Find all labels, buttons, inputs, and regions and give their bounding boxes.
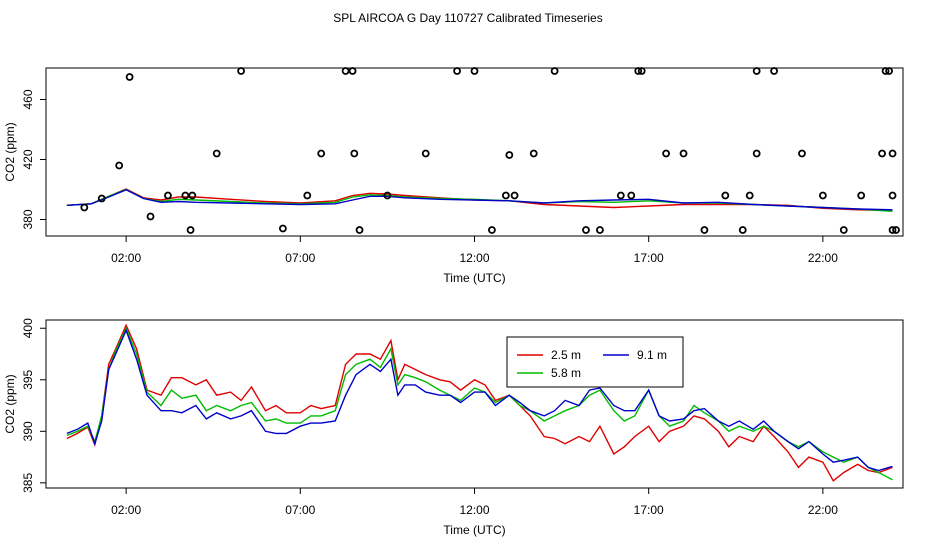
y-tick-label: 380 xyxy=(21,209,35,229)
x-tick-label: 12:00 xyxy=(459,251,489,265)
series-line-2-5-m xyxy=(66,188,893,212)
flagged-point xyxy=(679,149,688,158)
flagged-point xyxy=(596,226,604,234)
flagged-point xyxy=(634,67,643,75)
x-tick-label: 07:00 xyxy=(285,251,315,265)
flagged-point xyxy=(348,67,357,75)
y-tick-label: 390 xyxy=(21,421,35,441)
legend-label: 2.5 m xyxy=(551,348,581,362)
series-line-2-5-m xyxy=(66,323,893,482)
flagged-point xyxy=(881,67,890,75)
flagged-point xyxy=(798,149,806,158)
flagged-point xyxy=(80,203,89,212)
flagged-point xyxy=(505,151,514,159)
flagged-point xyxy=(885,67,893,75)
flagged-point xyxy=(181,191,190,200)
legend-box xyxy=(506,336,684,388)
flagged-point xyxy=(97,194,106,203)
flagged-point xyxy=(637,67,646,75)
flagged-point xyxy=(892,226,900,234)
flagged-point xyxy=(341,67,350,75)
y-axis-label: CO2 (ppm) xyxy=(3,374,17,433)
flagged-point xyxy=(627,191,636,200)
flagged-point xyxy=(146,212,155,221)
y-tick-label: 400 xyxy=(21,318,35,338)
flagged-point xyxy=(857,191,866,200)
plot-frame xyxy=(45,319,904,489)
flagged-point xyxy=(237,67,245,75)
flagged-point xyxy=(115,161,124,170)
flagged-point xyxy=(818,191,827,200)
legend-label: 5.8 m xyxy=(551,366,581,380)
flagged-point xyxy=(878,149,886,158)
plot-frame xyxy=(45,67,904,237)
flagged-point xyxy=(752,67,761,75)
bottom-panel: 02:00 07:00 12:00 17:00 22:00 385 390 395 400 Tim… xyxy=(3,318,904,537)
flagged-point xyxy=(752,149,761,158)
flagged-point xyxy=(350,149,359,158)
flagged-point xyxy=(721,191,730,200)
x-tick-label: 17:00 xyxy=(634,251,664,265)
y-axis-label: CO2 (ppm) xyxy=(3,122,17,181)
top-panel: 02:00 07:00 12:00 17:00 22:00 380 420 460 Time (… xyxy=(3,67,904,285)
flagged-point xyxy=(186,226,195,234)
flagged-point xyxy=(770,67,779,75)
flagged-point xyxy=(125,73,134,81)
x-tick-label: 22:00 xyxy=(808,503,838,517)
flagged-point xyxy=(529,149,538,158)
x-axis-label: Time (UTC) xyxy=(443,271,505,285)
chart-title: SPL AIRCOA G Day 110727 Calibrated Times… xyxy=(333,11,602,25)
flagged-point xyxy=(278,224,287,233)
flagged-point xyxy=(839,226,848,234)
flagged-point xyxy=(470,67,479,75)
flagged-point xyxy=(453,67,461,75)
flagged-point xyxy=(421,149,430,158)
flagged-point xyxy=(550,67,559,75)
flagged-point xyxy=(888,226,897,234)
flagged-point xyxy=(188,191,197,200)
x-tick-label: 02:00 xyxy=(111,503,141,517)
series-line-9-1-m xyxy=(66,328,893,472)
flagged-point xyxy=(383,191,392,200)
flagged-point xyxy=(616,191,625,200)
x-tick-label: 07:00 xyxy=(285,503,315,517)
flagged-point xyxy=(582,226,590,234)
flagged-point xyxy=(738,226,747,234)
x-tick-label: 12:00 xyxy=(459,503,489,517)
x-tick-label: 02:00 xyxy=(111,251,141,265)
flagged-point xyxy=(888,149,897,158)
y-tick-label: 460 xyxy=(21,89,35,109)
y-tick-label: 395 xyxy=(21,369,35,389)
legend-label: 9.1 m xyxy=(637,348,667,362)
flagged-point xyxy=(164,191,172,200)
y-tick-label: 385 xyxy=(21,473,35,493)
x-axis-label: Time (UTC) xyxy=(443,523,505,537)
flagged-point xyxy=(501,191,510,200)
series-line-9-1-m xyxy=(66,189,893,211)
flagged-point xyxy=(303,191,312,200)
flagged-point xyxy=(700,226,709,234)
x-tick-label: 22:00 xyxy=(808,251,838,265)
series-line-5-8-m xyxy=(66,326,893,481)
flagged-point xyxy=(488,226,496,234)
flagged-point xyxy=(212,149,221,158)
flagged-point xyxy=(317,149,326,158)
y-tick-label: 420 xyxy=(21,149,35,169)
x-tick-label: 17:00 xyxy=(634,503,664,517)
flagged-point xyxy=(888,191,897,200)
flagged-point xyxy=(510,191,519,200)
flagged-point xyxy=(745,191,754,200)
flagged-point xyxy=(662,149,671,158)
flagged-point xyxy=(355,226,364,234)
